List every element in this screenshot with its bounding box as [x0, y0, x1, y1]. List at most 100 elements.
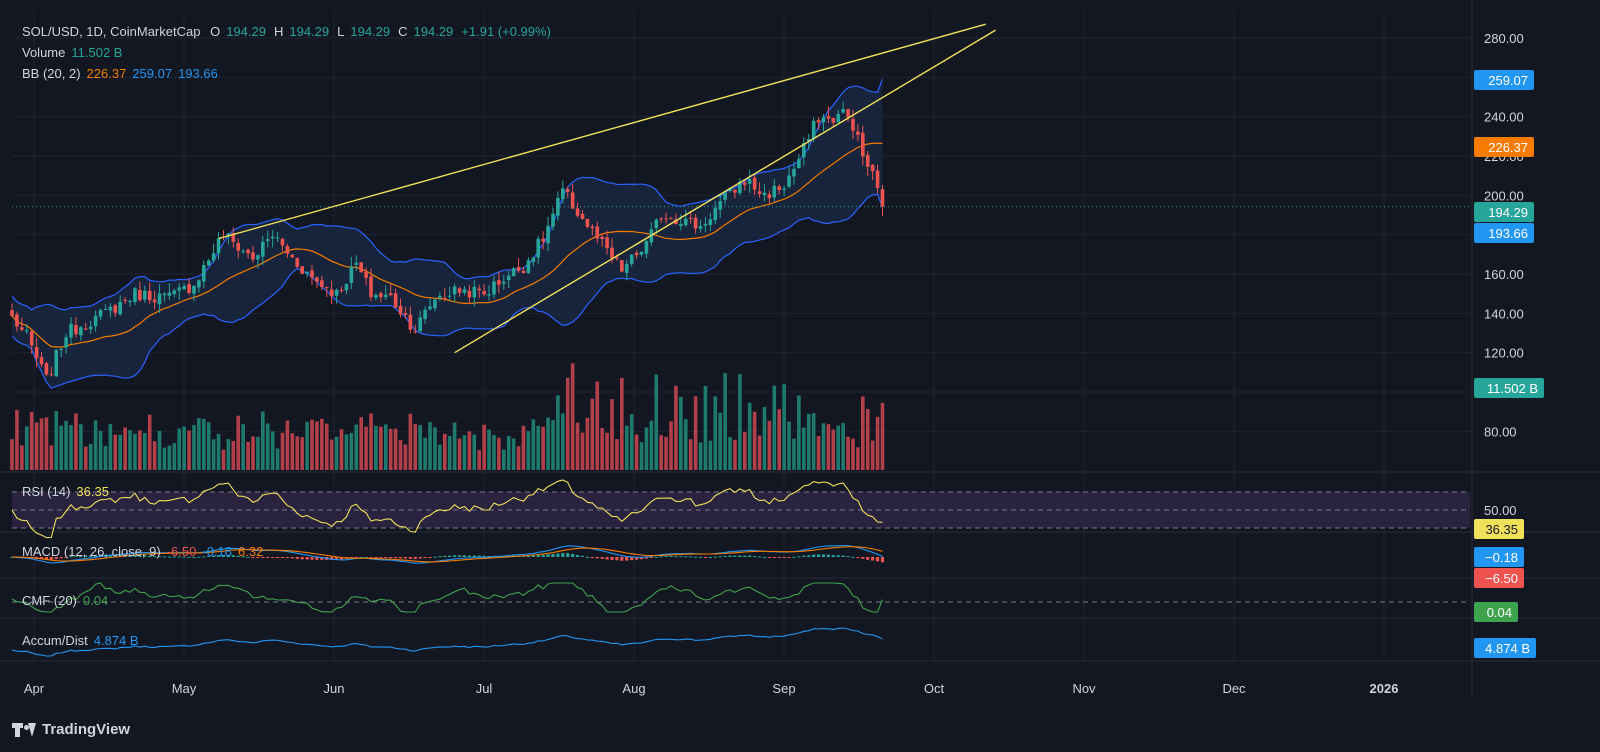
volume-bar [806, 413, 811, 470]
candle-body [93, 315, 98, 327]
volume-bar [265, 423, 270, 470]
time-axis[interactable]: Apr May Jun Jul Aug Sep Oct Nov Dec 2026 [24, 681, 1399, 696]
volume-bar [88, 443, 93, 470]
badge-bb-basis-bg [1474, 137, 1534, 157]
time-tick-label: Jun [324, 681, 345, 696]
macd-histogram-bar [826, 554, 830, 557]
volume-bar [447, 435, 452, 470]
volume-bar [865, 409, 870, 470]
volume-bar [462, 435, 467, 470]
candle-body [79, 327, 83, 336]
macd-histogram-bar [625, 557, 629, 561]
candle-body [393, 293, 398, 308]
volume-bar [413, 423, 418, 470]
volume-bar [688, 439, 693, 470]
candle-body [369, 276, 373, 298]
volume-bar [605, 432, 609, 470]
tradingview-brand[interactable]: TradingView [12, 721, 130, 738]
candle-body [324, 287, 329, 289]
candle-body [797, 159, 801, 169]
volume-legend[interactable]: Volume 11.502 B [22, 45, 123, 60]
volume-bar [620, 377, 624, 470]
volume-bar [59, 425, 63, 470]
volume-bar [502, 449, 506, 470]
volume-bar [280, 432, 285, 470]
macd-histogram-bar [787, 557, 791, 558]
volume-bar [403, 444, 408, 470]
candle-body [334, 289, 339, 296]
candle-body [280, 239, 285, 246]
macd-histogram-bar [398, 557, 403, 559]
macd-legend[interactable]: MACD (12, 26, close, 9) -6.50 -0.18 6.32 [22, 544, 264, 559]
candle-body [457, 288, 462, 293]
macd-histogram-bar [266, 557, 270, 558]
candle-body [551, 213, 555, 227]
candle-body [34, 347, 39, 359]
macd-histogram-bar [384, 557, 388, 558]
volume-bar [723, 373, 727, 470]
volume-bar [226, 438, 231, 470]
macd-histogram-bar [467, 555, 471, 557]
volume-bar [659, 435, 663, 470]
time-tick-label: Nov [1072, 681, 1096, 696]
candle-body [861, 132, 865, 157]
macd-histogram-bar [369, 557, 373, 558]
candle-body [792, 168, 796, 177]
candle-body [516, 266, 521, 271]
candle-body [285, 245, 290, 254]
trendline [218, 23, 986, 240]
price-tick-label: 80.00 [1484, 424, 1517, 439]
macd-histogram-bar [89, 555, 93, 557]
price-axis[interactable]: 280.00260.00240.00220.00200.00180.00160.… [1484, 31, 1524, 518]
macd-histogram-bar [98, 554, 103, 557]
candle-body [718, 201, 722, 210]
candle-body [683, 218, 688, 226]
candle-body [157, 293, 162, 305]
badge-macd: −0.18 [1485, 550, 1518, 565]
cmf-line [11, 582, 884, 613]
accum-dist-pane [11, 627, 883, 657]
candle-body [703, 223, 708, 226]
candle-body [59, 348, 63, 351]
macd-histogram-bar [236, 555, 240, 557]
macd-histogram-bar [374, 557, 378, 558]
trendlines[interactable] [218, 23, 996, 354]
candle-body [15, 314, 19, 327]
volume-bar [767, 420, 772, 470]
bollinger-fill [12, 79, 883, 389]
macd-histogram-bar [580, 555, 585, 557]
ad-legend[interactable]: Accum/Dist 4.874 B [22, 633, 139, 648]
volume-bars [10, 363, 885, 470]
candle-body [329, 289, 334, 297]
macd-histogram-bar [639, 557, 644, 560]
symbol-title[interactable]: SOL/USD, 1D, CoinMarketCap [22, 24, 201, 39]
cmf-legend[interactable]: CMF (20) 0.04 [22, 593, 109, 608]
volume-bar [531, 419, 536, 470]
volume-bar [511, 438, 516, 470]
volume-bar [565, 377, 570, 470]
macd-histogram-bar [556, 553, 560, 557]
macd-histogram-bar [718, 556, 722, 558]
candle-body [482, 290, 486, 295]
rsi-legend[interactable]: RSI (14) 36.35 [22, 484, 109, 499]
volume-bar [541, 426, 545, 470]
volume-bar [772, 385, 777, 470]
bb-legend[interactable]: BB (20, 2) 226.37 259.07 193.66 [22, 66, 218, 81]
volume-bar [738, 374, 742, 470]
macd-histogram-bar [772, 557, 776, 558]
candle-body [438, 295, 442, 298]
volume-bar [44, 417, 49, 470]
volume-bar [713, 396, 718, 470]
candle-body [182, 286, 186, 290]
candle-body [290, 254, 295, 258]
candle-body [492, 281, 496, 295]
volume-bar [383, 424, 388, 470]
candle-body [88, 326, 93, 330]
macd-histogram-bar [792, 556, 796, 558]
volume-bar [108, 423, 113, 470]
time-tick-label: Sep [772, 681, 795, 696]
trendline [454, 29, 996, 354]
time-tick-label: Jul [476, 681, 493, 696]
macd-histogram-bar [330, 557, 334, 560]
